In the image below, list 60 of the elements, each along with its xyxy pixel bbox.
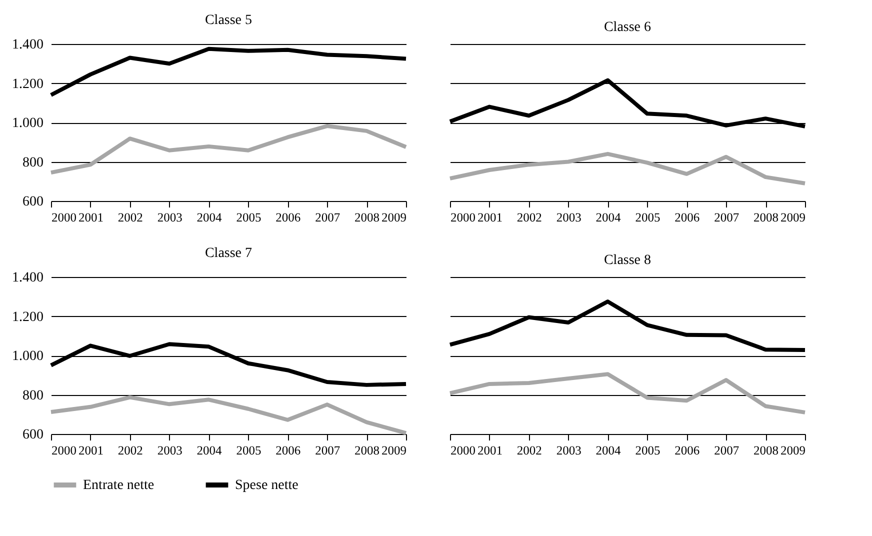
x-tick-label: 2004 [596, 444, 622, 458]
x-tick-label: 2001 [477, 444, 502, 458]
y-tick-label: 1.000 [12, 116, 44, 131]
x-tick-label: 2007 [714, 210, 740, 224]
legend-label: Spese nette [235, 478, 298, 493]
line-series [49, 395, 408, 436]
x-tick-label: 2001 [78, 444, 104, 458]
x-tick-label: 2007 [315, 444, 340, 458]
x-tick-label: 2005 [236, 444, 262, 458]
line-series [49, 124, 408, 175]
x-tick-label: 2003 [556, 444, 582, 458]
x-tick-label: 2009 [382, 210, 406, 224]
y-tick-label: 800 [22, 155, 44, 170]
chart-title: Classe 6 [604, 20, 652, 35]
line-series [49, 342, 408, 387]
y-tick-label: 600 [22, 428, 44, 442]
x-tick-label: 2009 [382, 444, 406, 458]
x-tick-label: 2003 [157, 210, 182, 224]
chart-title: Classe 7 [204, 246, 252, 261]
x-tick-label: 2000 [450, 210, 476, 224]
x-tick-label: 2002 [118, 444, 143, 458]
x-tick-label: 2002 [516, 444, 542, 458]
y-tick-label: 1.200 [12, 76, 44, 92]
x-tick-label: 2000 [52, 210, 76, 224]
x-tick-label: 2002 [516, 210, 542, 224]
x-tick-label: 2002 [118, 210, 143, 224]
x-tick-label: 2008 [754, 444, 779, 458]
x-tick-label: 2003 [556, 210, 582, 224]
legend-label: Entrate nette [83, 478, 154, 493]
y-tick-label: 1.000 [12, 349, 44, 364]
chart-title: Classe 5 [204, 13, 252, 28]
y-tick-label: 1.400 [12, 38, 44, 52]
line-series [49, 46, 408, 98]
x-tick-label: 2007 [714, 444, 740, 458]
y-tick-label: 1.200 [12, 310, 44, 325]
x-tick-label: 2008 [754, 210, 779, 224]
x-tick-label: 2004 [196, 210, 223, 224]
x-tick-label: 2006 [674, 444, 700, 458]
x-tick-label: 2006 [674, 210, 700, 224]
x-tick-label: 2005 [236, 210, 262, 224]
x-tick-label: 2001 [477, 210, 502, 224]
x-tick-label: 2006 [276, 210, 301, 224]
x-tick-label: 2008 [354, 210, 380, 224]
x-tick-label: 2008 [354, 444, 380, 458]
y-tick-label: 1.400 [12, 270, 44, 286]
x-tick-label: 2007 [315, 210, 340, 224]
x-tick-label: 2009 [780, 210, 806, 224]
y-tick-label: 600 [22, 194, 44, 210]
x-tick-label: 2009 [780, 444, 806, 458]
x-tick-label: 2005 [635, 444, 660, 458]
x-tick-label: 2005 [635, 210, 660, 224]
x-tick-label: 2004 [596, 210, 622, 224]
x-tick-label: 2001 [78, 210, 104, 224]
x-tick-label: 2003 [157, 444, 182, 458]
x-tick-label: 2004 [196, 444, 223, 458]
x-tick-label: 2000 [450, 444, 476, 458]
x-tick-label: 2006 [276, 444, 301, 458]
y-tick-label: 800 [22, 388, 44, 404]
chart-title: Classe 8 [604, 253, 652, 268]
x-tick-label: 2000 [52, 444, 76, 458]
